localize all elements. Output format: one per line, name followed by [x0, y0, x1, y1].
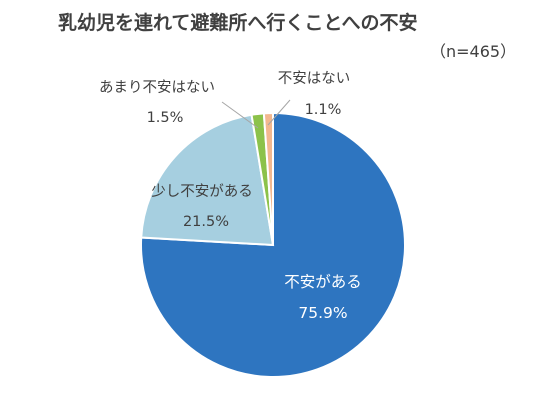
chart-subtitle: （n=465） — [430, 42, 517, 61]
slice-label-fuan-ga-aru: 不安がある — [284, 273, 362, 291]
slice-label-aamari: あまり不安はない — [99, 79, 215, 96]
chart-title: 乳幼児を連れて避難所へ行くことへの不安 — [58, 12, 418, 34]
slice-labels: 不安がある 75.9% 少し不安がある 21.5% あまり不安はない 1.5% … — [99, 70, 362, 322]
leader-line-fuan-wa-nai — [267, 99, 291, 126]
slice-value-sukoshi: 21.5% — [183, 214, 229, 230]
slice-value-aamari: 1.5% — [147, 110, 184, 126]
slice-fuan-wa-nai — [262, 111, 274, 246]
leader-line-aamari — [221, 101, 259, 129]
slice-label-fuan-wa-nai: 不安はない — [278, 70, 351, 87]
leader-lines — [221, 99, 291, 129]
slice-label-sukoshi: 少し不安がある — [151, 183, 253, 200]
slice-value-fuan-ga-aru: 75.9% — [298, 304, 347, 322]
pie-slices — [140, 111, 406, 378]
slice-sukoshi-fuan-ga-aru — [140, 113, 275, 247]
slice-value-fuan-wa-nai: 1.1% — [305, 102, 342, 118]
slice-fuan-ga-aru — [140, 111, 406, 378]
